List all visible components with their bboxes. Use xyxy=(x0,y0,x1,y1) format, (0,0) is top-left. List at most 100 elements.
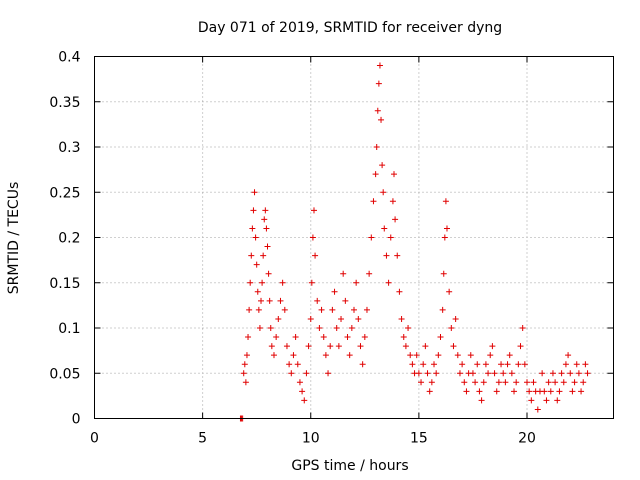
data-point xyxy=(552,379,559,386)
data-point xyxy=(283,343,290,350)
data-point xyxy=(530,379,537,386)
data-point xyxy=(500,370,507,377)
data-point xyxy=(322,352,329,359)
data-point xyxy=(409,361,416,368)
data-point xyxy=(506,352,513,359)
data-point xyxy=(270,352,277,359)
data-point xyxy=(290,352,297,359)
data-point xyxy=(480,379,487,386)
data-point xyxy=(366,270,373,277)
data-point xyxy=(547,388,554,395)
data-point xyxy=(296,379,303,386)
data-point xyxy=(450,343,457,350)
x-tick-label: 20 xyxy=(518,431,536,447)
data-point xyxy=(310,207,317,214)
data-point xyxy=(249,225,256,232)
y-tick-label: 0.15 xyxy=(49,276,80,292)
data-point xyxy=(541,388,548,395)
data-point xyxy=(308,279,315,286)
data-point xyxy=(261,216,268,223)
data-point xyxy=(556,388,563,395)
data-point xyxy=(389,198,396,205)
data-point xyxy=(493,388,500,395)
data-point xyxy=(517,343,524,350)
data-point xyxy=(502,379,509,386)
data-point xyxy=(521,361,528,368)
data-point xyxy=(387,234,394,241)
data-point xyxy=(575,370,582,377)
data-point xyxy=(242,379,249,386)
data-point xyxy=(407,352,414,359)
data-point xyxy=(314,297,321,304)
data-point xyxy=(515,361,522,368)
data-point xyxy=(340,270,347,277)
data-point xyxy=(251,189,258,196)
data-point xyxy=(294,361,301,368)
data-point xyxy=(258,297,265,304)
data-point xyxy=(253,261,260,268)
data-point xyxy=(524,379,530,386)
data-point xyxy=(243,352,250,359)
data-point xyxy=(383,252,390,259)
data-point xyxy=(333,325,340,331)
y-tick-label: 0.35 xyxy=(49,95,80,111)
y-axis-label: SRMTID / TECUs xyxy=(6,182,22,295)
data-point xyxy=(562,361,569,368)
data-point xyxy=(392,216,399,223)
data-point xyxy=(418,379,425,386)
y-tick-label: 0.2 xyxy=(58,231,80,247)
data-point xyxy=(338,315,345,322)
data-point xyxy=(495,379,502,386)
data-point xyxy=(260,252,267,259)
data-point xyxy=(573,361,580,368)
data-point xyxy=(273,334,280,341)
data-point xyxy=(357,343,364,350)
y-tick-label: 0.05 xyxy=(49,366,80,382)
data-point xyxy=(489,343,496,350)
data-point xyxy=(580,379,587,386)
data-point xyxy=(420,361,427,368)
data-point xyxy=(385,279,392,286)
data-point xyxy=(534,406,541,413)
data-point xyxy=(342,297,349,304)
data-point xyxy=(452,315,459,322)
data-point xyxy=(363,306,370,313)
data-point xyxy=(526,388,533,395)
data-point xyxy=(247,279,254,286)
data-point xyxy=(368,234,375,241)
data-point xyxy=(511,388,518,395)
data-point xyxy=(439,306,446,313)
data-point xyxy=(301,397,308,404)
data-point xyxy=(504,361,511,368)
plot-frame xyxy=(94,56,614,419)
x-tick-label: 0 xyxy=(90,431,99,447)
data-point xyxy=(286,361,293,368)
data-point xyxy=(359,361,366,368)
data-point xyxy=(441,234,448,241)
data-point xyxy=(402,343,409,350)
data-point xyxy=(248,252,255,259)
data-point xyxy=(428,379,435,386)
data-point xyxy=(376,62,383,69)
data-point xyxy=(558,370,565,377)
data-point xyxy=(303,370,310,377)
data-point xyxy=(264,243,271,250)
x-tick-label: 15 xyxy=(410,431,428,447)
data-point xyxy=(254,288,261,295)
y-tick-label: 0.4 xyxy=(58,50,80,66)
data-point xyxy=(435,352,442,359)
data-point xyxy=(519,325,526,331)
data-point xyxy=(549,370,556,377)
chart-title: Day 071 of 2019, SRMTID for receiver dyn… xyxy=(198,20,502,36)
data-point xyxy=(415,370,422,377)
data-point xyxy=(448,325,455,331)
data-point xyxy=(469,370,476,377)
data-point xyxy=(353,279,360,286)
data-point xyxy=(513,379,520,386)
data-point xyxy=(281,306,288,313)
data-point xyxy=(498,361,505,368)
data-point xyxy=(252,234,259,241)
data-point xyxy=(378,116,385,123)
data-point xyxy=(335,343,342,350)
data-point xyxy=(240,370,247,377)
